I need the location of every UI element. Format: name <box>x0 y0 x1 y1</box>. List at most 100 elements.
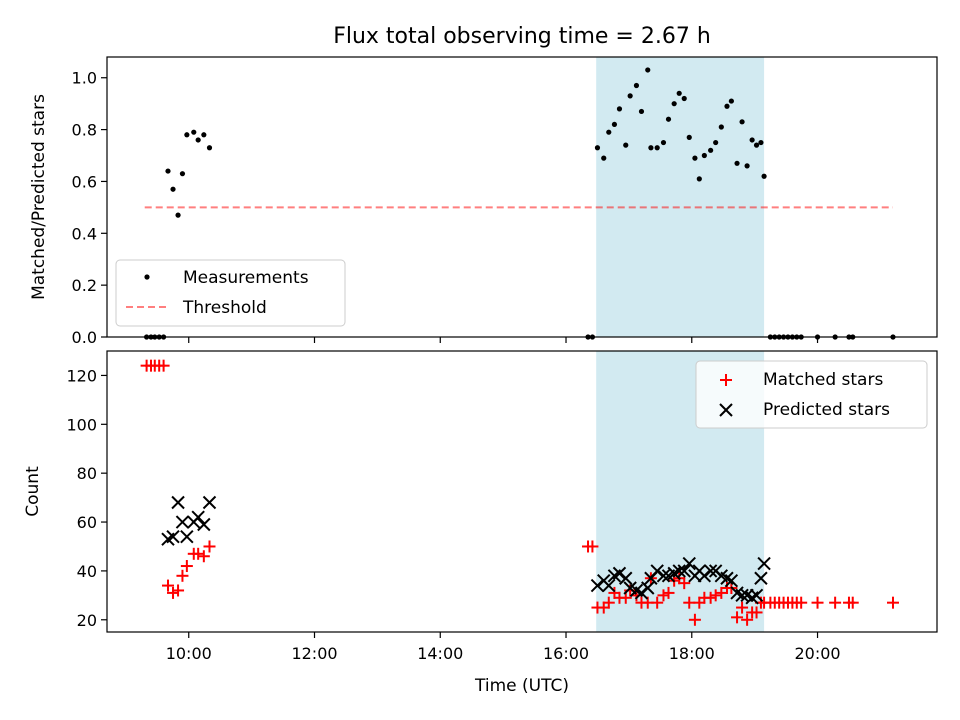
x-tick-label: 10:00 <box>166 644 212 663</box>
measurement-point <box>601 155 607 161</box>
measurement-point <box>660 139 667 146</box>
measurement-point <box>654 145 660 151</box>
matched-star-point <box>167 586 180 599</box>
y-tick-label: 0.4 <box>72 224 97 243</box>
legend-measurements-label: Measurements <box>183 268 309 288</box>
top-panel: 0.0 0.2 0.4 0.6 0.8 1.0 Matched/Predicted sta… <box>29 56 938 347</box>
predicted-star-point <box>677 564 691 578</box>
measurement-point <box>728 98 734 104</box>
predicted-star-point <box>735 588 749 603</box>
y-tick-label: 60 <box>77 513 97 532</box>
measurement-point <box>170 186 176 192</box>
predicted-star-point <box>703 564 718 578</box>
measurement-point <box>761 173 767 179</box>
predicted-star-point <box>656 569 671 583</box>
matched-star-point <box>750 606 763 619</box>
measurement-point <box>734 160 740 166</box>
measurement-point <box>749 137 755 143</box>
predicted-star-point <box>672 564 686 578</box>
bottom-panel-frame <box>106 350 938 633</box>
y-tick-label: 80 <box>77 464 97 483</box>
measurement-point <box>623 142 629 148</box>
x-axis-label: Time (UTC) <box>474 676 569 696</box>
matched-star-point <box>172 584 185 597</box>
measurement-point <box>701 152 707 159</box>
bottom-legend: Matched stars Predicted stars <box>695 360 928 429</box>
matched-star-point <box>157 359 170 372</box>
matched-star-point <box>886 596 899 609</box>
measurement-point <box>681 95 687 102</box>
x-tick-label: 18:00 <box>669 644 715 663</box>
matched-star-point <box>731 611 744 624</box>
measurement-point <box>611 121 618 128</box>
matched-star-point <box>811 596 824 609</box>
matched-star-point <box>180 560 193 573</box>
predicted-star-point <box>202 495 217 510</box>
y-tick-label: 1.0 <box>72 69 97 88</box>
matched-star-point <box>736 601 749 614</box>
predicted-star-point <box>166 529 180 544</box>
measurement-point <box>179 171 186 177</box>
matched-star-point <box>602 596 615 609</box>
predicted-star-point <box>754 571 768 585</box>
measurement-point <box>718 124 724 130</box>
matched-star-point <box>688 613 701 626</box>
measurement-point <box>692 155 698 161</box>
measurement-point <box>696 176 702 182</box>
bottom-panel: 20 40 60 80 100 120 10:00 12:00 14:00 16:00 18:00 2… <box>23 350 938 663</box>
predicted-star-point <box>175 515 190 529</box>
chart-title: Flux total observing time = 2.67 h <box>333 24 711 49</box>
x-tick-label: 14:00 <box>417 644 463 663</box>
measurement-point <box>676 90 682 96</box>
measurement-point <box>633 82 640 89</box>
measurement-point <box>638 108 645 115</box>
x-tick-label: 12:00 <box>291 644 337 663</box>
observing-window-shade <box>596 57 765 337</box>
measurement-point <box>594 145 601 151</box>
measurement-point <box>648 145 654 151</box>
measurement-point <box>665 116 672 122</box>
matched-star-point <box>795 596 808 609</box>
measurement-point <box>606 129 612 135</box>
matched-star-point <box>161 579 174 592</box>
predicted-star-point <box>197 517 211 532</box>
y-tick-label: 0.8 <box>72 121 97 140</box>
matched-star-point <box>197 550 210 563</box>
measurement-point <box>739 119 745 125</box>
measurement-point <box>753 142 760 148</box>
matched-star-point <box>678 577 691 590</box>
top-panel-frame <box>106 56 938 338</box>
legend-measurement-marker <box>144 274 150 280</box>
legend-threshold-label: Threshold <box>182 298 267 318</box>
matched-star-point <box>709 589 722 602</box>
matched-star-point <box>704 591 717 604</box>
y-tick-label: 120 <box>66 366 97 385</box>
measurement-point <box>195 137 201 143</box>
measurement-point <box>671 101 677 107</box>
legend-predicted-marker <box>719 403 733 417</box>
y-tick-label: 100 <box>66 415 97 434</box>
y-tick-label: 40 <box>77 562 97 581</box>
measurement-point <box>708 147 714 153</box>
matched-star-point <box>192 547 205 560</box>
legend-matched-label: Matched stars <box>763 370 883 390</box>
predicted-star-point <box>724 573 739 588</box>
measurement-point <box>201 132 207 138</box>
predicted-star-point <box>171 495 185 510</box>
top-y-axis-label: Matched/Predicted stars <box>29 94 49 300</box>
measurement-point <box>616 106 623 112</box>
measurement-point <box>645 67 651 73</box>
matched-star-point <box>651 596 664 609</box>
predicted-star-point <box>641 581 655 595</box>
matched-star-point <box>683 596 696 609</box>
predicted-star-point <box>191 510 205 524</box>
matched-star-point <box>657 589 670 602</box>
matched-star-point <box>586 540 599 553</box>
measurement-point <box>686 134 692 140</box>
matched-star-point <box>662 586 675 599</box>
predicted-star-point <box>619 571 633 585</box>
predicted-star-point <box>602 578 616 593</box>
matched-star-point <box>829 596 842 609</box>
matched-star-point <box>741 613 754 626</box>
